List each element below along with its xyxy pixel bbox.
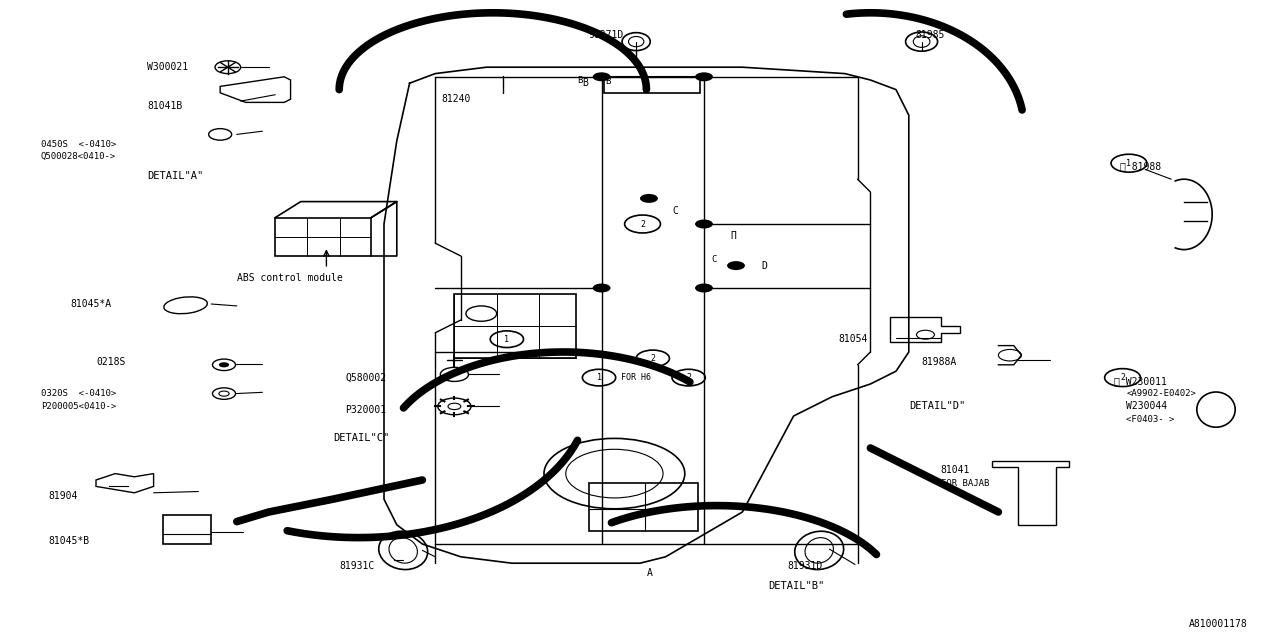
Text: DETAIL"D": DETAIL"D"	[909, 401, 965, 412]
Text: ① 81988: ① 81988	[1120, 161, 1161, 172]
Text: 81931C: 81931C	[339, 561, 375, 572]
Text: B: B	[577, 76, 582, 84]
Text: P200005<0410->: P200005<0410->	[41, 402, 116, 411]
Text: FOR BAJAB: FOR BAJAB	[941, 479, 989, 488]
Text: ABS control module: ABS control module	[237, 273, 343, 284]
Text: ② W230011: ② W230011	[1114, 376, 1166, 386]
Text: DETAIL"A": DETAIL"A"	[147, 171, 204, 181]
Text: C: C	[712, 255, 717, 264]
Text: Q580002: Q580002	[346, 372, 387, 383]
Text: FOR H6: FOR H6	[621, 373, 650, 382]
Circle shape	[695, 284, 713, 292]
Text: <F0403- >: <F0403- >	[1126, 415, 1175, 424]
Text: DETAIL"C": DETAIL"C"	[333, 433, 389, 444]
Text: 81904: 81904	[49, 491, 78, 501]
Text: B: B	[582, 78, 589, 88]
Text: 1: 1	[1126, 159, 1132, 168]
Circle shape	[727, 261, 745, 270]
Text: 1: 1	[596, 373, 602, 382]
Text: П: П	[731, 230, 736, 241]
Text: 81054: 81054	[838, 334, 868, 344]
Circle shape	[593, 284, 611, 292]
Text: 2: 2	[650, 354, 655, 363]
Text: 81988A: 81988A	[922, 356, 957, 367]
Text: Q500028<0410->: Q500028<0410->	[41, 152, 116, 161]
Circle shape	[695, 72, 713, 81]
Text: W300021: W300021	[147, 62, 188, 72]
Text: 81045*B: 81045*B	[49, 536, 90, 546]
Text: 0450S  <-0410>: 0450S <-0410>	[41, 140, 116, 148]
Circle shape	[219, 362, 229, 367]
Text: <A9902-E0402>: <A9902-E0402>	[1126, 389, 1197, 398]
Bar	[454, 294, 576, 358]
Text: 81045*A: 81045*A	[70, 299, 111, 309]
Text: P320001: P320001	[346, 404, 387, 415]
Polygon shape	[220, 77, 291, 102]
Text: 81240: 81240	[442, 94, 471, 104]
Text: 1: 1	[504, 335, 509, 344]
Text: A810001178: A810001178	[1189, 619, 1248, 629]
Bar	[604, 77, 700, 93]
Text: 0320S  <-0410>: 0320S <-0410>	[41, 389, 116, 398]
Circle shape	[593, 72, 611, 81]
Text: 2: 2	[640, 220, 645, 228]
Text: DETAIL"B": DETAIL"B"	[768, 580, 824, 591]
Text: 2: 2	[1120, 373, 1125, 382]
Text: D: D	[762, 260, 768, 271]
Text: B: B	[605, 77, 611, 86]
Bar	[275, 218, 371, 256]
Circle shape	[695, 220, 713, 228]
Text: W230044: W230044	[1126, 401, 1167, 412]
Text: 81985: 81985	[915, 30, 945, 40]
Text: 81041B: 81041B	[147, 100, 183, 111]
Polygon shape	[890, 317, 960, 342]
Text: C: C	[672, 206, 678, 216]
Text: A: A	[646, 568, 653, 578]
Text: 81931D: 81931D	[787, 561, 823, 572]
Circle shape	[640, 194, 658, 203]
Bar	[589, 483, 698, 531]
Text: 90371D: 90371D	[589, 30, 625, 40]
Text: 0218S: 0218S	[96, 356, 125, 367]
Polygon shape	[992, 461, 1069, 525]
Text: 2: 2	[686, 373, 691, 382]
Polygon shape	[96, 474, 154, 493]
Bar	[163, 515, 211, 544]
Text: 81041: 81041	[941, 465, 970, 476]
